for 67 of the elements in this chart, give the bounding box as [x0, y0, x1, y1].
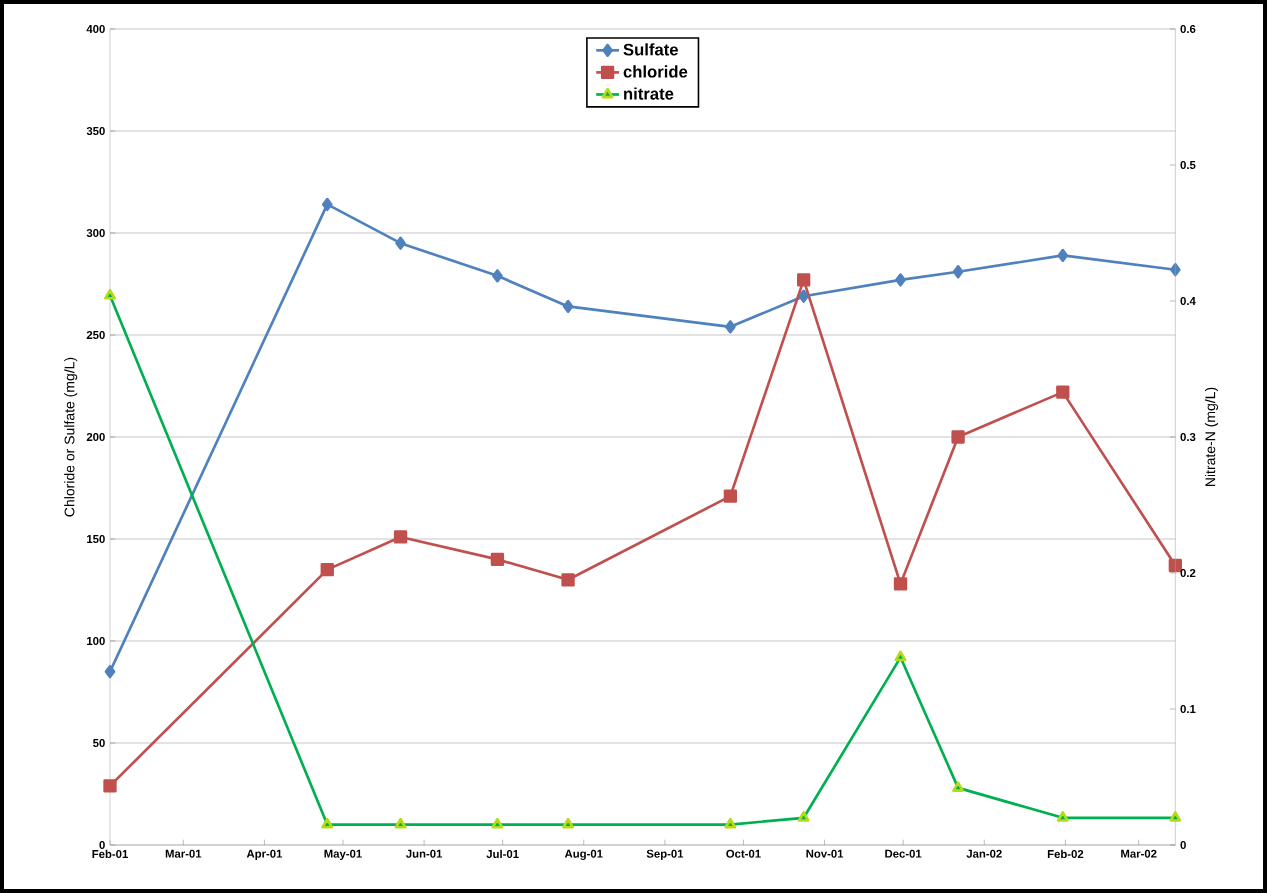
point [395, 236, 406, 250]
x-tick-label: Aug-01 [564, 849, 603, 861]
x-tick-label: Jul-01 [486, 849, 519, 859]
point [952, 781, 965, 792]
point [798, 289, 809, 303]
point [103, 779, 117, 793]
point [1169, 811, 1182, 822]
y-tick-label: 0 [99, 841, 105, 850]
x-tick-label: Feb-01 [92, 849, 128, 859]
point [104, 664, 116, 679]
point [321, 817, 334, 829]
y-tick-label: 300 [86, 228, 105, 238]
point [1057, 248, 1069, 263]
x-tick-label: Dec-01 [885, 849, 922, 858]
point [1056, 385, 1070, 399]
x-tick-label: Jun-01 [406, 849, 443, 858]
point [797, 811, 810, 822]
x-tick-label: Mar-02 [1121, 849, 1157, 858]
point [723, 489, 738, 503]
y-tick-label: 250 [86, 330, 105, 339]
x-tick-label: Oct-01 [726, 849, 761, 858]
point [491, 817, 504, 829]
y-axis-title: Chloride or Sulfate (mg/L) [64, 357, 78, 517]
legend-label: Sulfate [623, 43, 678, 56]
y-tick-label: 350 [86, 126, 105, 136]
point [393, 530, 408, 544]
point [725, 320, 736, 334]
point [951, 430, 965, 444]
x-tick-label: Feb-02 [1047, 849, 1084, 859]
point [894, 650, 907, 662]
point [796, 273, 811, 287]
point [562, 817, 575, 829]
point [562, 299, 574, 314]
legend-label: chloride [623, 65, 688, 78]
point [952, 265, 964, 279]
y-tick-label: 200 [86, 432, 105, 441]
x-tick-label: Apr-01 [246, 849, 283, 860]
point [895, 273, 906, 287]
y-tick-label: 50 [93, 739, 105, 747]
y2-tick-label: 0.5 [1180, 161, 1196, 170]
y2-tick-label: 0 [1180, 841, 1186, 850]
y2-tick-label: 0.1 [1180, 705, 1196, 714]
point [1170, 263, 1181, 277]
y2-tick-label: 0.4 [1180, 297, 1196, 306]
point [561, 573, 575, 587]
point [320, 562, 334, 577]
point [321, 197, 333, 212]
y2-axis-title: Nitrate-N (mg/L) [1204, 387, 1219, 487]
y2-tick-label: 0.6 [1180, 25, 1196, 34]
legend-label: nitrate [624, 87, 674, 100]
y-tick-label: 400 [86, 24, 105, 33]
point [104, 288, 116, 300]
y2-tick-label: 0.2 [1180, 569, 1196, 578]
point [394, 817, 407, 829]
y2-tick-label: 0.3 [1180, 432, 1196, 442]
x-tick-label: May-01 [324, 849, 362, 860]
point [492, 269, 503, 283]
point [724, 817, 737, 829]
point [490, 552, 505, 567]
x-tick-label: Mar-01 [165, 849, 202, 858]
y-tick-label: 100 [87, 636, 105, 645]
x-tick-label: Nov-01 [806, 849, 844, 858]
x-tick-label: Sep-01 [646, 849, 684, 860]
y-tick-label: 150 [87, 534, 105, 543]
x-tick-label: Jan-02 [966, 849, 1002, 858]
point [893, 577, 908, 591]
point [1056, 811, 1069, 822]
